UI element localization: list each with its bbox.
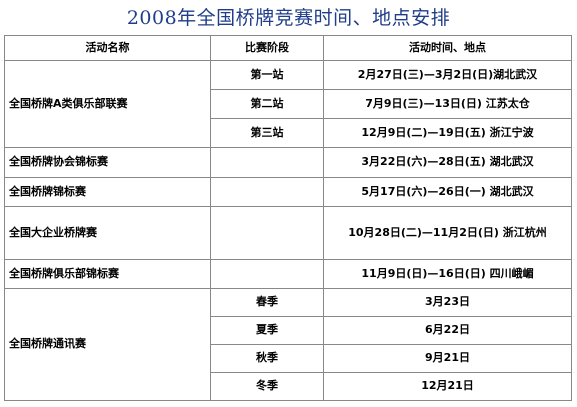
activity-name-cell: 全国桥牌锦标赛: [4, 176, 211, 207]
table-row: 全国桥牌俱乐部锦标赛 11月9日(日)—16日(日) 四川峨嵋: [4, 258, 572, 289]
table-row: 全国大企业桥牌赛 10月28日(二)—11月2日(日) 浙江杭州: [4, 205, 572, 260]
time-location-cell: 2月27日(三)—3月2日(日)湖北武汉: [323, 59, 572, 91]
table-row: 全国桥牌通讯赛 春季 3月23日: [4, 287, 572, 402]
stage-cell: 第一站: [210, 59, 324, 91]
header-row: 活动名称 比赛阶段 活动时间、地点: [4, 35, 572, 61]
table-row: 第三站 12月9日(二)—19日(五) 浙江宁波: [5, 118, 572, 149]
header-stage: 比赛阶段: [210, 35, 324, 61]
activity-name-cell: 全国桥牌俱乐部锦标赛: [4, 258, 211, 289]
activity-name-cell: 全国桥牌通讯赛: [4, 287, 211, 402]
schedule-table: 活动名称 比赛阶段 活动时间、地点 全国桥牌A类俱乐部联赛 第一站 2月27日(…: [4, 35, 572, 402]
time-location-cell: 6月22日: [323, 315, 572, 345]
table-row: 全国桥牌A类俱乐部联赛 第一站 2月27日(三)—3月2日(日)湖北武汉: [4, 59, 572, 149]
time-location-cell: 11月9日(日)—16日(日) 四川峨嵋: [323, 258, 572, 289]
table-row: 秋季 9月21日: [5, 343, 572, 373]
header-activity-name: 活动名称: [4, 35, 211, 61]
stage-cell: 秋季: [210, 343, 324, 373]
stage-cell: 夏季: [210, 315, 324, 345]
activity-name-cell: 全国桥牌A类俱乐部联赛: [4, 59, 211, 149]
time-location-cell: 9月21日: [323, 343, 572, 373]
table-row: 冬季 12月21日: [5, 371, 572, 402]
time-location-cell: 5月17日(六)—26日(一) 湖北武汉: [323, 176, 572, 207]
page-title: 2008年全国桥牌竞赛时间、地点安排: [126, 7, 451, 29]
table-row: 全国桥牌协会锦标赛 3月22日(六)—28日(五) 湖北武汉: [4, 147, 572, 178]
stage-cell: [210, 258, 324, 289]
stage-cell: [210, 147, 324, 178]
activity-name-cell: 全国大企业桥牌赛: [4, 205, 211, 260]
stage-cell: [210, 205, 324, 260]
time-location-cell: 12月21日: [323, 371, 572, 402]
time-location-cell: 7月9日(三)—13日(日) 江苏太仓: [323, 89, 572, 120]
activity-name-cell: 全国桥牌协会锦标赛: [4, 147, 211, 178]
stage-cell: 冬季: [210, 371, 324, 402]
table-row: 第二站 7月9日(三)—13日(日) 江苏太仓: [5, 89, 572, 120]
stage-cell: 春季: [210, 287, 324, 317]
stage-cell: [210, 176, 324, 207]
time-location-cell: 10月28日(二)—11月2日(日) 浙江杭州: [323, 205, 572, 260]
time-location-cell: 3月23日: [323, 287, 572, 317]
header-time-location: 活动时间、地点: [323, 35, 572, 61]
time-location-cell: 3月22日(六)—28日(五) 湖北武汉: [323, 147, 572, 178]
table-row: 夏季 6月22日: [5, 315, 572, 345]
stage-cell: 第二站: [210, 89, 324, 120]
stage-cell: 第三站: [210, 118, 324, 149]
table-row: 全国桥牌锦标赛 5月17日(六)—26日(一) 湖北武汉: [4, 176, 572, 207]
time-location-cell: 12月9日(二)—19日(五) 浙江宁波: [323, 118, 572, 149]
